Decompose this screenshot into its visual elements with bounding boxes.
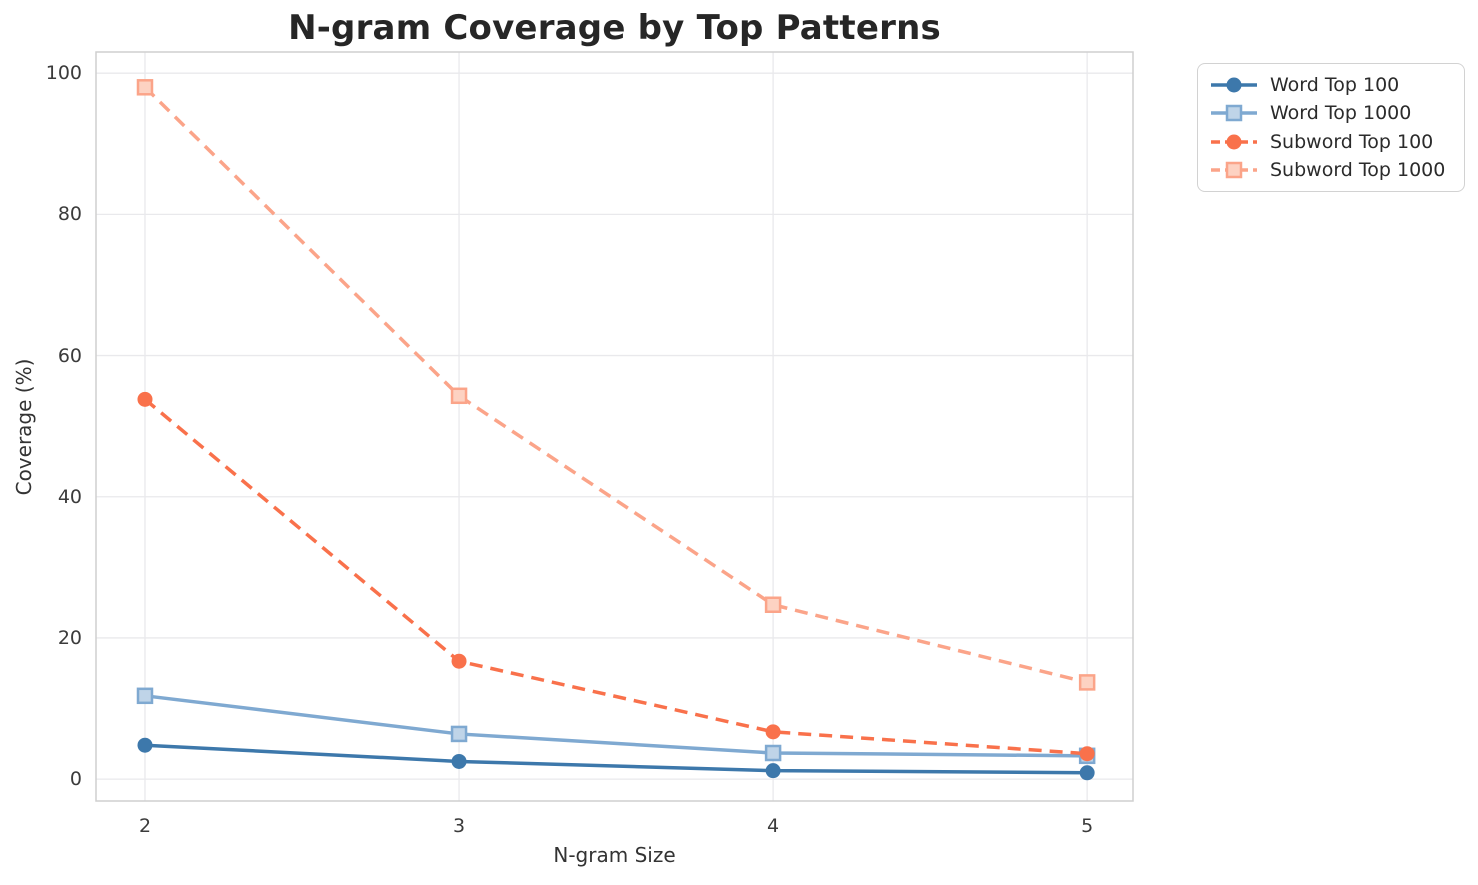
data-point-word-top-100 xyxy=(137,737,153,753)
data-point-subword-top-100 xyxy=(137,391,153,407)
x-tick-label: 3 xyxy=(452,815,466,837)
data-point-word-top-1000 xyxy=(136,687,154,705)
legend-label: Subword Top 1000 xyxy=(1270,158,1446,181)
legend: Word Top 100 Word Top 1000 Subword Top 100… xyxy=(1197,63,1465,192)
legend-item-subword-top-1000: Subword Top 1000 xyxy=(1210,157,1452,183)
plot-frame xyxy=(95,51,1134,802)
legend-label: Word Top 1000 xyxy=(1270,102,1412,125)
legend-item-word-top-100: Word Top 100 xyxy=(1210,72,1452,98)
series-line-word-top-100 xyxy=(144,743,1088,775)
y-tick-label: 20 xyxy=(57,626,82,649)
x-tick-label: 5 xyxy=(1081,815,1094,837)
data-point-word-top-100 xyxy=(765,763,781,779)
y-tick-label: 40 xyxy=(57,485,82,508)
x-axis-label: N-gram Size xyxy=(553,843,676,867)
data-point-word-top-1000 xyxy=(764,744,782,762)
y-tick-label: 0 xyxy=(69,768,82,791)
legend-sample-square-icon xyxy=(1211,161,1257,179)
data-point-subword-top-100 xyxy=(765,724,781,740)
data-point-subword-top-1000 xyxy=(136,79,154,96)
y-tick-label: 100 xyxy=(45,62,82,85)
x-tick-label: 2 xyxy=(138,815,152,837)
legend-sample-circle-icon xyxy=(1211,134,1257,150)
legend-label: Subword Top 100 xyxy=(1270,130,1434,153)
chart-title: N-gram Coverage by Top Patterns xyxy=(288,8,941,48)
data-point-word-top-1000 xyxy=(450,725,468,743)
legend-sample-square-icon xyxy=(1211,105,1257,122)
y-axis-label: Coverage (%) xyxy=(12,358,36,496)
legend-item-subword-top-100: Subword Top 100 xyxy=(1210,129,1452,155)
x-tick-label: 4 xyxy=(767,815,780,837)
legend-label: Word Top 100 xyxy=(1270,74,1400,97)
series-line-subword-top-100 xyxy=(143,397,1088,756)
data-point-word-top-100 xyxy=(1079,765,1095,781)
data-point-subword-top-1000 xyxy=(1078,674,1096,691)
legend-sample-circle-icon xyxy=(1211,77,1257,93)
y-tick-label: 60 xyxy=(57,344,82,367)
data-point-subword-top-1000 xyxy=(764,596,782,613)
data-point-subword-top-100 xyxy=(451,653,467,669)
legend-item-word-top-1000: Word Top 1000 xyxy=(1210,100,1452,126)
series-line-word-top-1000 xyxy=(144,694,1088,758)
data-point-subword-top-100 xyxy=(1079,746,1095,762)
series-line-subword-top-1000 xyxy=(143,86,1088,685)
y-tick-label: 80 xyxy=(57,203,82,226)
data-point-word-top-100 xyxy=(451,753,467,769)
data-point-subword-top-1000 xyxy=(450,387,468,405)
